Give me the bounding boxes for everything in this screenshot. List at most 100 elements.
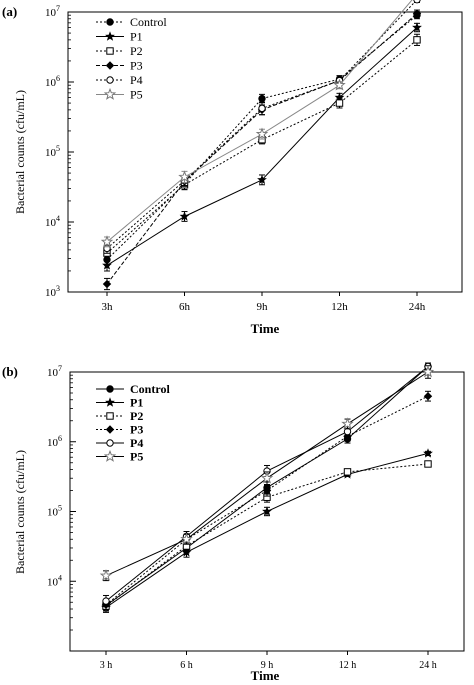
- panel-a-y-tick-label: 106: [45, 74, 60, 89]
- panel-a-series-line: [106, 0, 418, 249]
- panel-a-data-point: [257, 174, 267, 185]
- panel-b-data-point: [341, 417, 354, 430]
- panel-b-y-tick-label: 104: [47, 573, 62, 588]
- panel-a-series-p1: [102, 22, 422, 272]
- panel-b-data-point: [424, 460, 432, 468]
- panel-b-legend-marker: [103, 449, 117, 462]
- panel-a: (a)3h 6h 9h 12h 24h103104105106107TimeBacter…: [2, 0, 463, 336]
- panel-b-y-tick-base: 10: [47, 367, 59, 379]
- panel-b-legend-marker: [105, 397, 115, 407]
- panel-b-legend-label: P4: [130, 436, 143, 450]
- panel-a-legend-label: Control: [130, 15, 167, 29]
- panel-b-y-tick-base: 10: [47, 507, 59, 519]
- panel-a-y-tick-exponent: 5: [56, 144, 60, 153]
- panel-a-legend-label: P4: [130, 73, 143, 87]
- panel-a-y-tick-label: 105: [45, 144, 60, 159]
- panel-a-data-point: [179, 211, 190, 221]
- panel-a-y-tick-exponent: 7: [56, 4, 60, 13]
- panel-a-series-line: [106, 13, 418, 285]
- panel-b-data-point: [343, 468, 352, 476]
- panel-a-data-point: [258, 104, 266, 113]
- panel-b-y-tick-exponent: 4: [58, 573, 62, 582]
- panel-a-y-tick-exponent: 3: [56, 284, 60, 293]
- panel-a-y-tick-exponent: 6: [56, 74, 60, 83]
- panel-b-y-tick-exponent: 5: [58, 504, 62, 513]
- panel-a-x-tick-label: 24h: [409, 301, 426, 313]
- panel-b-legend-label: P1: [130, 396, 143, 410]
- panel-b-legend-label: P2: [130, 409, 143, 423]
- panel-a-legend-marker: [106, 47, 114, 55]
- panel-a-legend-label: P1: [130, 30, 143, 44]
- panel-a-series-p3: [102, 9, 422, 291]
- panel-a-data-point: [334, 92, 345, 102]
- panel-b-y-tick-label: 107: [47, 364, 62, 379]
- panel-a-series-line: [106, 27, 418, 266]
- panel-b-y-axis-title: Bacterial counts (cfu/mL): [13, 450, 27, 574]
- panel-b-y-tick-base: 10: [47, 437, 59, 449]
- panel-b-data-point: [260, 471, 274, 484]
- panel-a-y-tick-label: 103: [45, 284, 60, 299]
- panel-b-y-tick-label: 106: [47, 434, 62, 449]
- panel-a-series-line: [106, 0, 413, 243]
- panel-b-legend-marker: [106, 385, 114, 393]
- panel-a-legend-marker: [103, 87, 117, 100]
- panel-b-label: (b): [2, 364, 18, 379]
- panel-a-y-tick-base: 10: [45, 217, 57, 229]
- panel-a-y-tick-base: 10: [45, 7, 57, 19]
- panel-b-legend-marker: [105, 425, 115, 434]
- panel-b-x-axis-title: Time: [251, 668, 280, 683]
- panel-b-data-point: [423, 391, 433, 401]
- panel-b-legend-marker: [106, 439, 114, 447]
- panel-a-x-tick-label: 3h: [102, 301, 114, 313]
- panel-a-data-point: [100, 235, 114, 248]
- panel-a-y-tick-exponent: 4: [56, 214, 60, 223]
- panel-a-y-tick-base: 10: [45, 147, 57, 159]
- panel-a-x-tick-label: 9h: [257, 301, 269, 313]
- panel-b-data-point: [423, 448, 433, 458]
- panel-b-data-point: [262, 486, 272, 495]
- panel-b-data-point: [102, 597, 110, 605]
- panel-a-data-point: [102, 279, 112, 289]
- panel-a-x-axis-title: Time: [251, 321, 280, 336]
- panel-b-y-tick-exponent: 7: [58, 364, 62, 373]
- panel-a-y-tick-base: 10: [45, 287, 57, 299]
- panel-a-legend-marker: [105, 31, 115, 41]
- panel-b-x-tick-label: 12 h: [339, 660, 357, 671]
- panel-b-data-point: [262, 506, 272, 516]
- panel-a-data-point: [178, 170, 191, 183]
- panel-b-x-tick-label: 24 h: [419, 660, 437, 671]
- panel-b-x-tick-label: 9 h: [261, 660, 274, 671]
- panel-a-legend-label: P5: [130, 88, 143, 102]
- panel-a-legend-label: P3: [130, 59, 143, 73]
- panel-a-data-point: [102, 260, 112, 270]
- panel-a-legend-marker: [106, 76, 114, 84]
- panel-a-legend-label: P2: [130, 44, 143, 58]
- panel-b-series-p4: [102, 362, 432, 608]
- panel-a-x-tick-label: 6h: [179, 301, 191, 313]
- panel-a-data-point: [412, 9, 422, 18]
- panel-b-y-tick-label: 105: [47, 504, 62, 519]
- panel-a-data-point: [258, 94, 266, 103]
- panel-a-data-point: [333, 78, 346, 91]
- panel-a-x-tick-label: 12h: [331, 301, 348, 313]
- panel-b-x-tick-label: 6 h: [180, 660, 193, 671]
- panel-b-data-point: [421, 365, 435, 378]
- panel-b-data-point: [181, 547, 192, 557]
- panel-a-data-point: [335, 99, 344, 107]
- panel-b-legend-label: Control: [130, 382, 170, 396]
- panel-a-data-point: [413, 0, 421, 4]
- panel-b-x-tick-label: 3 h: [100, 660, 113, 671]
- panel-a-data-point: [412, 22, 422, 32]
- panel-a-legend-marker: [105, 61, 115, 70]
- panel-b-legend-label: P5: [130, 450, 143, 464]
- panel-b-series-p5: [99, 365, 435, 582]
- panel-a-y-tick-label: 107: [45, 4, 60, 19]
- panel-b-series-line: [105, 463, 429, 607]
- panel-a-series-p4: [103, 0, 421, 254]
- panel-a-plot-frame: [67, 11, 463, 293]
- panel-a-y-tick-base: 10: [45, 77, 57, 89]
